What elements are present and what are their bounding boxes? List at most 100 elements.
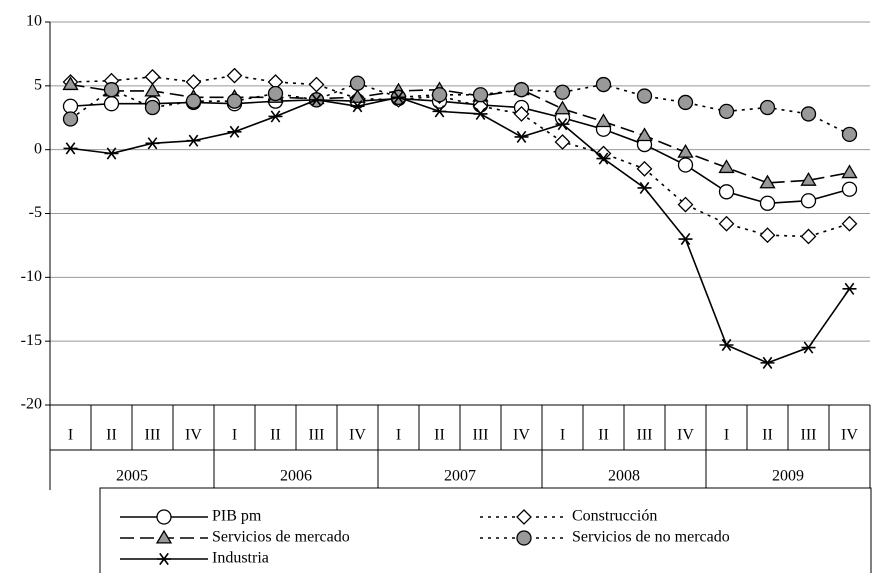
marker	[719, 338, 734, 352]
legend-label: PIB pm	[212, 508, 262, 525]
marker	[759, 174, 776, 189]
x-tick-label: IV	[349, 427, 366, 444]
marker	[800, 228, 817, 245]
x-tick-label: II	[434, 427, 445, 444]
marker	[595, 76, 612, 93]
marker	[555, 118, 570, 131]
legend-label: Servicios de mercado	[212, 529, 350, 546]
marker	[145, 137, 160, 150]
marker	[677, 157, 694, 173]
y-tick-label: 0	[34, 140, 42, 157]
marker	[350, 100, 365, 113]
series-line	[70, 96, 851, 364]
y-tick-label: -15	[21, 332, 42, 349]
x-tick-label: III	[473, 427, 489, 444]
marker	[677, 94, 694, 111]
marker	[677, 196, 694, 213]
x-tick-label: I	[396, 427, 401, 444]
marker	[103, 82, 120, 98]
marker	[636, 88, 653, 104]
x-tick-label: IV	[513, 427, 530, 444]
marker	[472, 87, 489, 103]
marker	[841, 164, 858, 179]
marker	[156, 509, 172, 525]
marker	[637, 181, 652, 195]
marker	[678, 232, 693, 246]
y-tick-label: 10	[26, 13, 42, 30]
marker	[801, 341, 816, 354]
marker	[759, 195, 776, 211]
x-tick-label: III	[145, 427, 161, 444]
marker	[308, 76, 325, 93]
marker	[431, 87, 448, 103]
x-tick-label: II	[106, 427, 117, 444]
x-tick-label: II	[270, 427, 281, 444]
marker	[155, 529, 173, 544]
year-label: 2005	[116, 468, 148, 485]
x-tick-label: III	[801, 427, 817, 444]
marker	[513, 82, 530, 98]
marker	[718, 159, 735, 174]
marker	[268, 110, 283, 123]
marker	[103, 96, 120, 112]
marker	[62, 98, 79, 114]
marker	[514, 130, 529, 143]
legend-label: Industria	[212, 550, 269, 567]
marker	[596, 152, 611, 165]
marker	[636, 160, 653, 177]
marker	[391, 91, 406, 104]
marker	[185, 74, 202, 90]
marker	[144, 82, 161, 97]
marker	[554, 100, 571, 115]
marker	[636, 127, 653, 142]
marker	[432, 105, 447, 118]
series-line	[70, 83, 850, 184]
x-tick-label: II	[598, 427, 609, 444]
marker	[516, 509, 532, 525]
year-label: 2009	[772, 468, 804, 485]
x-tick-label: I	[560, 427, 565, 444]
marker	[554, 84, 571, 100]
marker	[157, 552, 171, 566]
marker	[104, 147, 119, 160]
marker	[800, 193, 817, 209]
legend-label: Servicios de no mercado	[572, 529, 730, 546]
marker	[595, 113, 612, 128]
marker	[227, 125, 242, 138]
x-tick-label: II	[762, 427, 773, 444]
marker	[841, 181, 858, 197]
marker	[516, 530, 532, 546]
marker	[800, 106, 817, 122]
marker	[144, 99, 161, 116]
marker	[63, 142, 78, 155]
y-tick-label: -5	[29, 204, 42, 221]
marker	[677, 143, 694, 158]
marker	[62, 111, 79, 127]
marker	[760, 356, 775, 369]
x-tick-label: IV	[185, 427, 202, 444]
marker	[842, 282, 857, 295]
marker	[759, 99, 776, 116]
year-label: 2008	[608, 468, 640, 485]
marker	[144, 68, 161, 85]
marker	[349, 89, 366, 103]
marker	[759, 227, 776, 244]
year-label: 2006	[280, 468, 312, 485]
marker	[718, 184, 735, 200]
marker	[841, 215, 858, 232]
x-tick-label: I	[68, 427, 73, 444]
marker	[554, 134, 571, 150]
marker	[800, 172, 817, 186]
marker	[226, 67, 243, 84]
marker	[185, 93, 202, 109]
y-tick-label: 5	[34, 77, 42, 94]
y-tick-label: -20	[21, 396, 42, 413]
x-tick-label: IV	[841, 427, 858, 444]
year-label: 2007	[444, 468, 476, 485]
marker	[267, 85, 284, 102]
marker	[513, 106, 530, 122]
marker	[841, 126, 858, 142]
marker	[62, 76, 79, 91]
marker	[718, 103, 735, 120]
